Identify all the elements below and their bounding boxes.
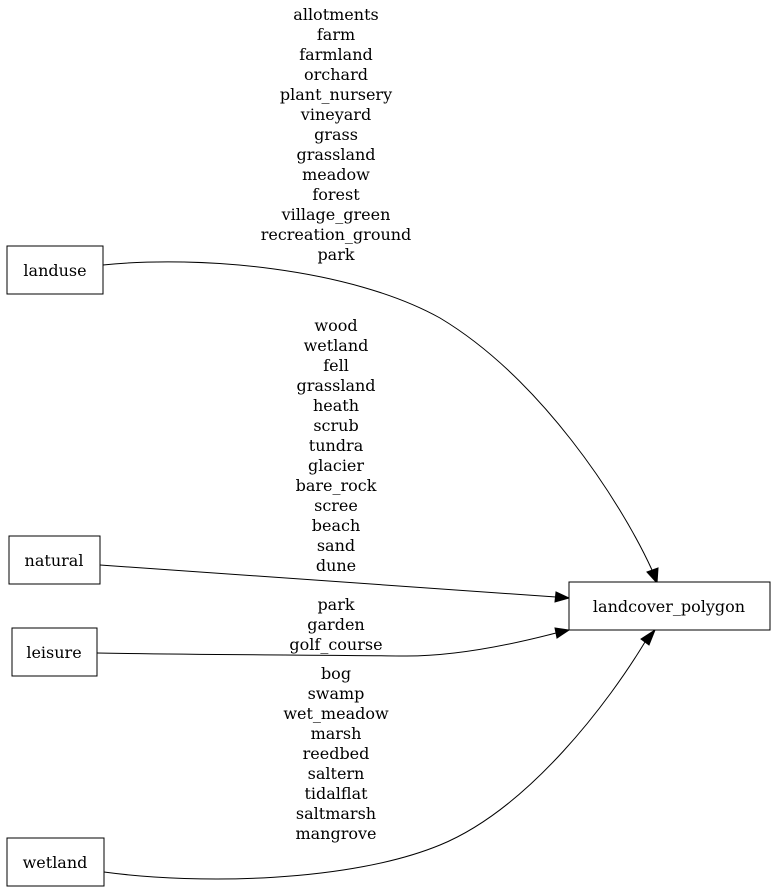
node-leisure[interactable]: leisure <box>11 627 98 677</box>
arrowhead <box>554 591 571 603</box>
node-natural[interactable]: natural <box>8 535 101 585</box>
edge-leisure: park garden golf_course <box>96 595 571 657</box>
edge-label-line: wetland <box>304 336 369 355</box>
edge-label-line: vineyard <box>300 105 371 124</box>
edge-landuse: allotments farm farmland orchard plant_nurse… <box>102 5 659 585</box>
edge-label-line: orchard <box>304 65 368 84</box>
edge-label-line: marsh <box>311 724 362 743</box>
node-label: wetland <box>23 853 88 872</box>
edge-wetland: bog swamp wet_meadow marsh reedbed saltern tid… <box>103 628 657 880</box>
edge-label-line: farmland <box>299 45 372 64</box>
edge-label-line: grassland <box>296 376 375 395</box>
edge-label-line: golf_course <box>289 635 382 654</box>
edge-label-line: reedbed <box>303 744 370 763</box>
edge-label-line: scree <box>314 496 358 515</box>
edge-label-leisure: park garden golf_course <box>289 595 382 654</box>
edge-label-line: tundra <box>309 436 364 455</box>
node-label: natural <box>25 551 84 570</box>
edge-label-line: farm <box>317 25 355 44</box>
node-label: landuse <box>23 261 86 280</box>
edge-label-line: mangrove <box>295 824 376 843</box>
edge-label-line: bare_rock <box>296 476 377 495</box>
edge-label-line: garden <box>307 615 364 634</box>
edge-label-line: park <box>317 245 354 264</box>
edge-label-line: dune <box>316 556 356 575</box>
edge-label-line: wood <box>314 316 357 335</box>
edge-label-line: wet_meadow <box>283 704 389 723</box>
edge-label-line: fell <box>323 356 349 375</box>
node-label: leisure <box>26 643 81 662</box>
node-wetland[interactable]: wetland <box>6 837 105 887</box>
edge-label-line: plant_nursery <box>280 85 392 104</box>
edge-label-line: beach <box>312 516 361 535</box>
edge-label-line: saltern <box>308 764 365 783</box>
edge-label-wetland: bog swamp wet_meadow marsh reedbed saltern tid… <box>283 664 389 843</box>
edge-label-line: tidalflat <box>304 784 368 803</box>
edge-label-line: saltmarsh <box>296 804 376 823</box>
node-landuse[interactable]: landuse <box>6 245 104 295</box>
edge-label-line: heath <box>313 396 359 415</box>
edge-label-line: village_green <box>281 205 391 224</box>
arrowhead <box>554 627 571 639</box>
node-landcover-polygon[interactable]: landcover_polygon <box>568 581 771 631</box>
edge-label-line: recreation_ground <box>261 225 412 244</box>
edge-label-natural: wood wetland fell grassland heath scrub tundra… <box>296 316 377 575</box>
node-label: landcover_polygon <box>593 597 745 616</box>
arrowhead <box>640 628 657 646</box>
edge-label-line: sand <box>317 536 355 555</box>
arrowhead <box>646 567 659 585</box>
edge-label-line: park <box>317 595 354 614</box>
edge-label-line: grassland <box>296 145 375 164</box>
edge-label-line: bog <box>321 664 351 683</box>
edge-label-line: forest <box>312 185 360 204</box>
edge-label-line: scrub <box>313 416 358 435</box>
edge-natural: wood wetland fell grassland heath scrub tundra… <box>99 316 571 603</box>
edge-label-line: glacier <box>308 456 364 475</box>
edge-label-line: grass <box>314 125 358 144</box>
edge-label-line: allotments <box>293 5 378 24</box>
edge-label-line: meadow <box>302 165 370 184</box>
edge-label-line: swamp <box>308 684 365 703</box>
edge-label-landuse: allotments farm farmland orchard plant_nurse… <box>261 5 412 264</box>
